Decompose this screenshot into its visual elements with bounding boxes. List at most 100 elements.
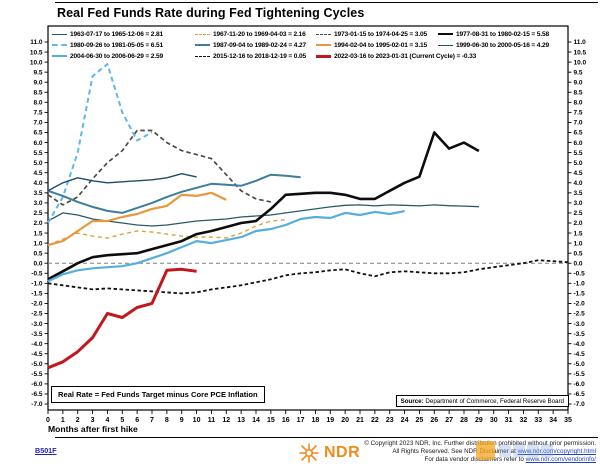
x-tick-label: 26 <box>430 417 438 424</box>
y-tick-label-left: 6.0 <box>33 140 42 147</box>
series-line-2 <box>47 129 272 206</box>
x-tick-label: 33 <box>534 417 542 424</box>
y-tick-label-left: 10.5 <box>30 49 43 56</box>
y-tick-label-right: -4.0 <box>574 341 586 348</box>
y-tick-label-left: 11.0 <box>30 39 43 46</box>
y-tick-label-right: -7.0 <box>574 401 586 408</box>
y-tick-label-right: 0.0 <box>574 260 583 267</box>
x-tick-label: 5 <box>120 417 124 424</box>
y-tick-label-right: -4.5 <box>574 351 586 358</box>
x-tick-label: 16 <box>282 417 290 424</box>
y-tick-label-right: 3.0 <box>574 200 583 207</box>
x-tick-label: 6 <box>135 417 139 424</box>
legend-label: 1994-02-04 to 1995-02-01 = 3.15 <box>334 41 428 49</box>
series-line-10 <box>47 267 197 370</box>
watermark-icon <box>476 441 495 460</box>
y-tick-label-left: 1.5 <box>33 230 42 237</box>
y-tick-label-left: 8.0 <box>33 100 42 107</box>
y-tick-label-left: 4.5 <box>33 170 42 177</box>
series-line-8 <box>47 210 405 283</box>
source-note: Source: Department of Commerce, Federal … <box>395 395 569 407</box>
y-tick-label-right: 7.0 <box>574 120 583 127</box>
series-line-3 <box>47 131 480 281</box>
x-tick-label: 4 <box>105 417 109 424</box>
chart-legend: 1963-07-17 to 1965-12-06 = 2.81 1967-11-2… <box>52 29 566 61</box>
series-line-7 <box>47 172 197 192</box>
x-tick-label: 10 <box>193 417 201 424</box>
x-tick-label: 7 <box>150 417 154 424</box>
copyright-line2: All Rights Reserved. See NDR Disclaimer … <box>286 448 596 456</box>
legend-label: 1987-09-04 to 1989-02-24 = 4.27 <box>213 41 307 49</box>
y-tick-label-right: 11.0 <box>574 39 587 46</box>
y-tick-label-left: 9.5 <box>33 69 42 76</box>
legend-swatch <box>52 55 67 57</box>
top-rule <box>55 2 598 3</box>
copyright-line2-text: All Rights Reserved. See NDR Disclaimer … <box>392 448 518 455</box>
vendorinfo-link[interactable]: www.ndr.com/vendorinfo/ <box>525 456 596 463</box>
y-tick-label-left: -4.5 <box>31 351 43 358</box>
legend-swatch <box>438 33 453 35</box>
y-tick-label-right: 10.5 <box>574 49 587 56</box>
y-tick-label-right: 6.5 <box>574 130 583 137</box>
x-tick-label: 0 <box>46 417 50 424</box>
legend-swatch <box>195 44 210 46</box>
y-tick-label-right: 9.5 <box>574 69 583 76</box>
x-tick-label: 35 <box>564 417 572 424</box>
y-tick-label-right: 9.0 <box>574 79 583 86</box>
legend-swatch <box>316 33 331 35</box>
y-tick-label-left: -6.5 <box>31 391 43 398</box>
x-tick-label: 9 <box>180 417 184 424</box>
x-tick-label: 1 <box>61 417 65 424</box>
y-tick-label-right: -3.0 <box>574 321 586 328</box>
x-tick-label: 8 <box>165 417 169 424</box>
ndr-wordmark: NDR <box>324 444 361 461</box>
legend-item: 2022-03-16 to 2023-01-31 (Current Cycle)… <box>316 51 566 61</box>
y-tick-label-right: -2.5 <box>574 311 586 318</box>
y-tick-label-left: -6.0 <box>31 381 43 388</box>
x-tick-label: 34 <box>549 417 557 424</box>
y-tick-label-left: -4.0 <box>31 341 43 348</box>
source-label: Source: <box>400 397 424 405</box>
y-tick-label-left: 2.5 <box>33 210 42 217</box>
x-tick-label: 17 <box>297 417 305 424</box>
x-axis-caption: Months after first hike <box>48 424 138 434</box>
y-tick-label-right: 10.0 <box>574 59 587 66</box>
x-tick-label: 12 <box>222 417 230 424</box>
copyright-line3: For data vendor disclaimers refer to www… <box>286 456 596 464</box>
y-tick-label-left: 6.5 <box>33 130 42 137</box>
y-tick-label-left: 5.0 <box>33 160 42 167</box>
legend-swatch <box>316 44 331 46</box>
y-tick-label-right: -6.0 <box>574 381 586 388</box>
chart-title: Real Fed Funds Rate during Fed Tightenin… <box>57 6 365 20</box>
watermark-glyphs <box>499 444 555 457</box>
x-tick-label: 14 <box>252 417 260 424</box>
legend-item: 1980-09-26 to 1981-05-05 = 6.51 <box>52 40 195 50</box>
legend-item: 1973-01-15 to 1974-04-25 = 3.05 <box>316 29 438 39</box>
y-tick-label-left: -1.5 <box>31 291 43 298</box>
legend-label: 1999-06-30 to 2000-05-16 = 4.29 <box>456 41 550 49</box>
x-tick-label: 2 <box>76 417 80 424</box>
x-tick-label: 25 <box>416 417 424 424</box>
legend-item: 1967-11-20 to 1969-04-03 = 2.16 <box>195 29 316 39</box>
disclaimer-link[interactable]: www.ndr.com/copyright.html <box>517 448 596 455</box>
legend-swatch <box>52 33 67 35</box>
y-tick-label-right: 1.0 <box>574 240 583 247</box>
x-tick-label: 31 <box>505 417 513 424</box>
y-tick-label-right: -1.5 <box>574 291 586 298</box>
x-tick-label: 22 <box>371 417 379 424</box>
ndr-logo: NDR <box>297 441 360 465</box>
y-tick-label-left: -1.0 <box>31 281 43 288</box>
series-line-1 <box>47 219 286 246</box>
page-code-link[interactable]: B501F <box>35 446 57 455</box>
legend-item: 2004-06-30 to 2006-06-29 = 2.59 <box>52 51 195 61</box>
legend-label: 1973-01-15 to 1974-04-25 = 3.05 <box>334 30 428 38</box>
y-tick-label-right: 1.5 <box>574 230 583 237</box>
legend-label: 2022-03-16 to 2023-01-31 (Current Cycle)… <box>334 52 477 60</box>
legend-swatch <box>52 44 67 46</box>
plot-frame <box>47 25 569 411</box>
y-tick-label-right: 4.5 <box>574 170 583 177</box>
footer-rule <box>55 437 598 438</box>
legend-label: 2004-06-30 to 2006-06-29 = 2.59 <box>70 52 164 60</box>
